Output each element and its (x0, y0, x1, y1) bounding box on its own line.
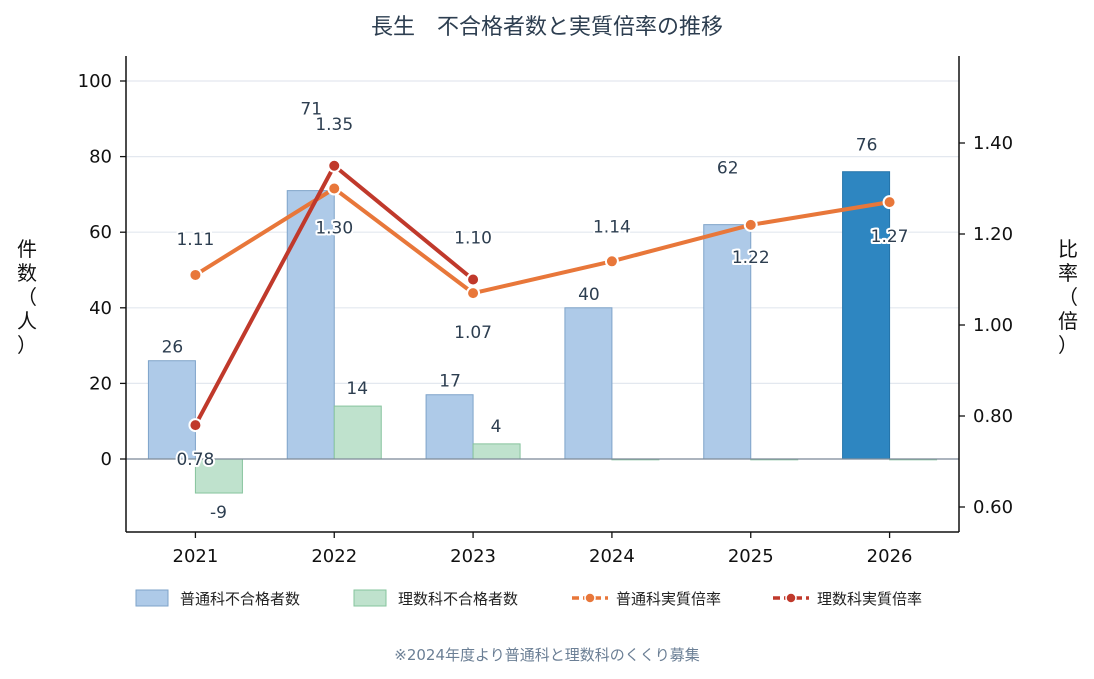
bar-science-2023 (472, 443, 521, 460)
bar-label-science-2022: 14 (346, 379, 368, 399)
right-tick-label: 1.00 (973, 315, 1013, 336)
lines (188, 158, 897, 433)
bar-general-2024 (564, 307, 613, 460)
legend-item-0[interactable]: 普通科不合格者数 (135, 589, 300, 608)
bar-general-2025 (703, 224, 752, 460)
legend-label: 理数科不合格者数 (398, 590, 518, 608)
legend-label: 理数科実質倍率 (817, 590, 922, 608)
right-tick-label: 1.40 (973, 133, 1013, 154)
line-label-general-2023: 1.07 (454, 323, 492, 343)
line-label-science-2023: 1.10 (454, 229, 492, 249)
x-tick-label: 2025 (728, 546, 774, 567)
axes: 0 20 40 60 80 100 0.60 0.80 1.00 1.20 1.40 2021 2022… (17, 56, 1078, 567)
y2-axis-label: 比率（倍） (1058, 237, 1078, 357)
point-general-2023 (466, 286, 481, 301)
legend-swatch (353, 589, 387, 607)
bar-label-general-2023: 17 (439, 372, 461, 392)
x-tick-label: 2021 (173, 546, 219, 567)
bar-science-2021 (194, 458, 243, 494)
line-label-science-2022: 1.35 (315, 115, 353, 135)
point-general-2021 (188, 267, 203, 282)
right-tick-label: 1.20 (973, 224, 1013, 245)
bar-label-general-2024: 40 (578, 285, 600, 305)
line-label-general-2021: 1.11 (176, 230, 214, 250)
left-tick-label: 40 (89, 298, 112, 319)
y-axis-label: 件数（人） (17, 237, 37, 357)
point-general-2025 (743, 217, 758, 232)
line-label-general-2026: 1.27 (871, 227, 909, 247)
bar-science-2022 (333, 405, 382, 460)
footnote: ※2024年度より普通科と理数科のくくり募集 (394, 646, 699, 664)
legend[interactable]: 普通科不合格者数 理数科不合格者数 普通科実質倍率 理数科実質倍率 (135, 589, 922, 608)
point-science-2022 (327, 158, 342, 173)
grid (126, 80, 959, 460)
bar-label-science-2021: -9 (210, 503, 227, 523)
bar-general-2021 (147, 360, 196, 460)
line-general-ratio (194, 186, 890, 296)
left-tick-label: 60 (89, 222, 112, 243)
left-tick-label: 0 (101, 449, 112, 470)
x-tick-label: 2023 (450, 546, 496, 567)
line-label-science-2021: 0.78 (176, 450, 214, 470)
line-label-general-2025: 1.22 (732, 248, 770, 268)
line-label-general-2024: 1.14 (593, 217, 631, 237)
bars (147, 171, 938, 494)
legend-item-2[interactable]: 普通科実質倍率 (572, 590, 721, 608)
bar-label-general-2022: 71 (300, 100, 322, 120)
x-tick-label: 2026 (867, 546, 913, 567)
point-science-2023 (466, 272, 481, 287)
legend-swatch-marker (785, 592, 797, 604)
point-general-2024 (604, 254, 619, 269)
legend-label: 普通科実質倍率 (616, 590, 721, 608)
point-general-2026 (882, 195, 897, 210)
left-tick-label: 100 (78, 71, 112, 92)
right-tick-label: 0.80 (973, 406, 1013, 427)
right-tick-label: 0.60 (973, 497, 1013, 518)
bar-label-science-2023: 4 (491, 417, 502, 437)
left-tick-label: 20 (89, 373, 112, 394)
x-tick-label: 2022 (311, 546, 357, 567)
bar-label-general-2026: 76 (856, 136, 878, 156)
point-science-2021 (188, 418, 203, 433)
bar-general-2023 (425, 394, 474, 460)
bar-general-2026 (842, 171, 891, 460)
legend-item-3[interactable]: 理数科実質倍率 (773, 590, 922, 608)
chart-title: 長生 不合格者数と実質倍率の推移 (371, 15, 723, 40)
legend-swatch (135, 589, 169, 607)
left-tick-label: 80 (89, 147, 112, 168)
data-labels: 26 71 17 40 62 76 -9 14 4 1.11 1.30 1.07 1.14 1.22 1.2… (162, 100, 911, 523)
line-label-general-2022: 1.30 (315, 219, 353, 239)
legend-item-1[interactable]: 理数科不合格者数 (353, 589, 518, 608)
point-general-2022 (327, 181, 342, 196)
bar-label-general-2021: 26 (162, 338, 184, 358)
x-tick-label: 2024 (589, 546, 635, 567)
bar-label-general-2025: 62 (717, 159, 739, 179)
legend-label: 普通科不合格者数 (180, 590, 300, 608)
legend-swatch-marker (584, 592, 596, 604)
